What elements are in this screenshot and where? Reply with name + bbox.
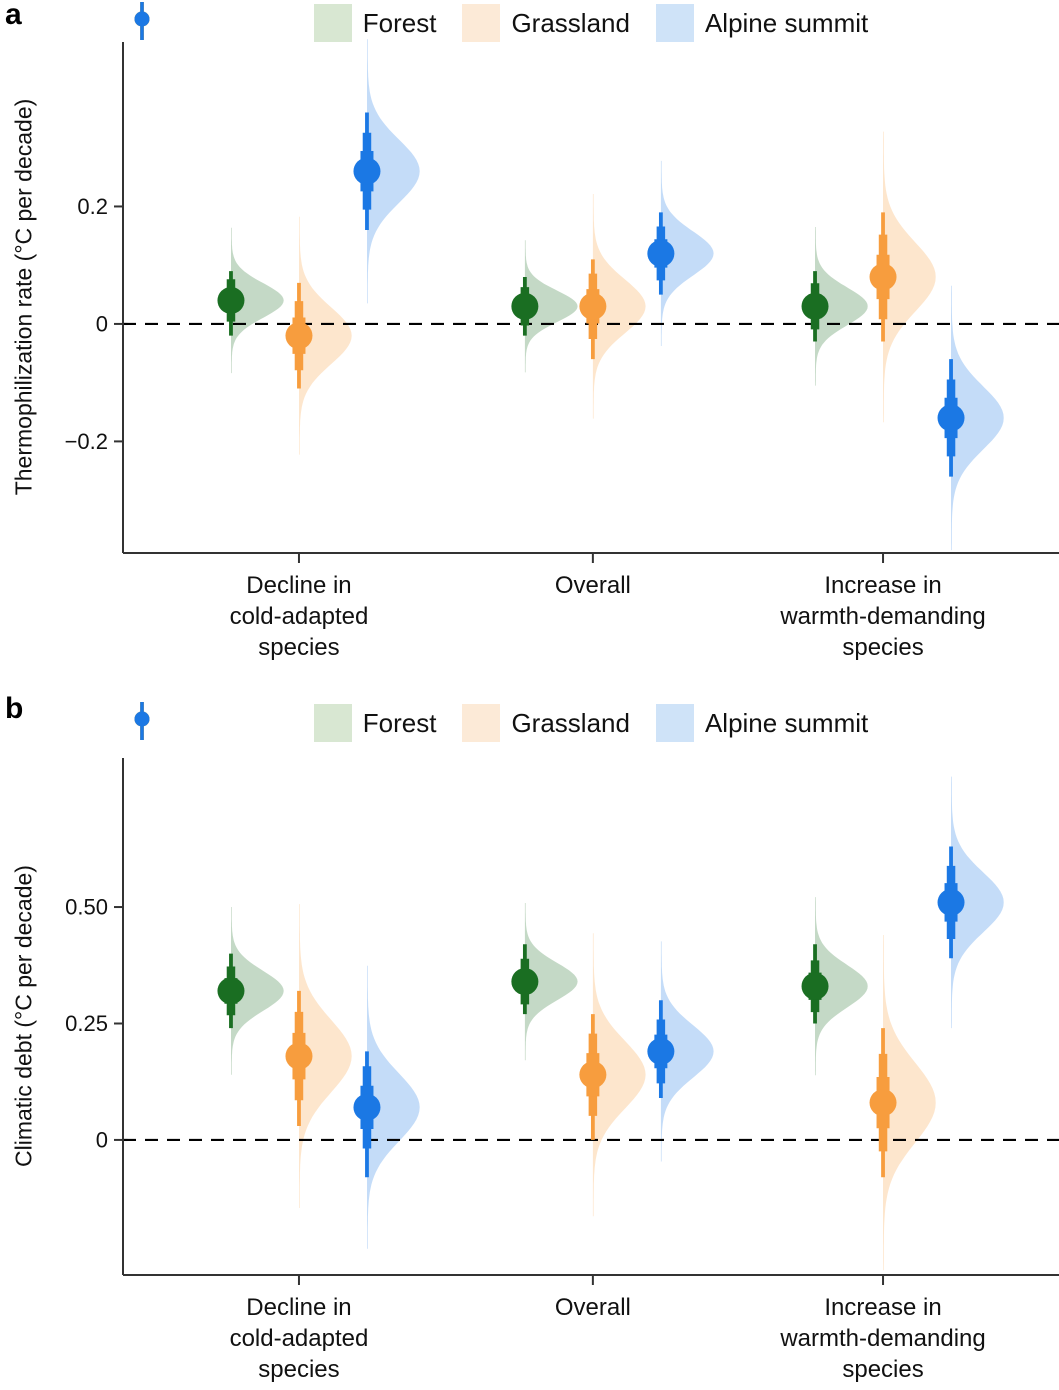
- legend-item-forest: Forest: [134, 2, 437, 42]
- y-tick-label: 0.50: [65, 895, 108, 920]
- violin-alpine-summit: [951, 285, 1004, 551]
- panel-b-letter: b: [5, 692, 24, 725]
- y-tick-label: 0: [96, 311, 108, 336]
- panel-b-y-axis-label: Climatic debt (°C per decade): [10, 865, 37, 1167]
- forest-median-dot: [511, 292, 539, 320]
- intervals: [217, 846, 965, 1178]
- panel-a-letter: a: [5, 0, 22, 31]
- legend-label-grassland: Grassland: [511, 7, 630, 38]
- alpine-summit-median-dot: [937, 404, 965, 432]
- violin-alpine-summit: [660, 160, 714, 346]
- violin-alpine-summit: [367, 965, 420, 1249]
- violin-grassland: [592, 933, 646, 1217]
- legend-label-forest: Forest: [362, 7, 437, 38]
- y-tick-label: 0.25: [65, 1011, 108, 1036]
- violin-grassland: [592, 194, 646, 419]
- violin-forest: [524, 903, 578, 1061]
- forest-legend-key-icon: [134, 2, 352, 42]
- grassland-legend-key-icon: [134, 2, 501, 42]
- y-tick-label: −0.2: [65, 429, 108, 454]
- y-tick-label: 0: [96, 1127, 108, 1152]
- grassland-median-dot: [285, 1042, 313, 1070]
- x-category-label: Decline in cold-adapted species: [230, 572, 369, 661]
- x-category-label: Overall: [555, 1294, 631, 1321]
- forest-legend-key-icon: [134, 702, 352, 742]
- violin-grassland: [299, 216, 352, 455]
- forest-median-dot: [801, 972, 829, 1000]
- grassland-median-dot: [869, 263, 897, 291]
- alpine-summit-legend-key-icon: [134, 702, 694, 742]
- violin-alpine-summit: [660, 941, 714, 1162]
- x-category-label: Increase in warmth-demanding species: [779, 1294, 985, 1383]
- violin-forest: [524, 240, 578, 373]
- violins: [231, 39, 1004, 551]
- grassland-median-dot: [579, 292, 607, 320]
- violin-grassland: [299, 904, 352, 1208]
- legend-label-grassland: Grassland: [511, 707, 630, 738]
- x-category-label: Decline in cold-adapted species: [230, 1294, 369, 1383]
- violins: [231, 776, 1004, 1271]
- alpine-summit-median-dot: [353, 157, 381, 185]
- violin-forest: [231, 907, 284, 1075]
- violin-grassland: [883, 935, 936, 1271]
- legend-item-alpine-summit: Alpine summit: [134, 702, 869, 742]
- alpine-summit-median-dot: [647, 239, 675, 267]
- alpine-summit-legend-key-icon: [134, 2, 694, 42]
- x-category-label: Overall: [555, 572, 631, 599]
- violin-forest: [231, 227, 284, 374]
- forest-median-dot: [217, 286, 245, 314]
- legend-label-alpine-summit: Alpine summit: [704, 7, 869, 38]
- y-tick-label: 0.2: [77, 194, 108, 219]
- legend-item-grassland: Grassland: [134, 702, 630, 742]
- alpine-summit-median-dot: [937, 888, 965, 916]
- violin-forest: [815, 227, 868, 386]
- grassland-median-dot: [579, 1061, 607, 1089]
- legend-item-forest: Forest: [134, 702, 437, 742]
- violin-alpine-summit: [951, 776, 1004, 1029]
- forest-median-dot: [511, 968, 539, 996]
- alpine-summit-median-dot: [353, 1093, 381, 1121]
- panel-b-legend: Forest Grassland Alpine summit: [123, 702, 1059, 744]
- forest-median-dot: [801, 292, 829, 320]
- violin-grassland: [883, 131, 936, 423]
- violin-alpine-summit: [367, 39, 420, 304]
- panel-a-legend: Forest Grassland Alpine summit: [123, 2, 1059, 44]
- intervals: [217, 112, 965, 477]
- panel-a-y-axis-label: Thermophilization rate (°C per decade): [10, 98, 37, 496]
- alpine-summit-median-dot: [647, 1037, 675, 1065]
- violin-forest: [815, 897, 868, 1076]
- grassland-median-dot: [869, 1089, 897, 1117]
- panel-a: 0.2 0 −0.2 Decline in cold-adapted species Ove…: [65, 39, 1059, 661]
- legend-label-alpine-summit: Alpine summit: [704, 707, 869, 738]
- legend-item-grassland: Grassland: [134, 2, 630, 42]
- legend-label-forest: Forest: [362, 707, 437, 738]
- grassland-median-dot: [285, 322, 313, 350]
- forest-median-dot: [217, 977, 245, 1005]
- x-category-label: Increase in warmth-demanding species: [779, 572, 985, 661]
- grassland-legend-key-icon: [134, 702, 501, 742]
- legend-item-alpine-summit: Alpine summit: [134, 2, 869, 42]
- panel-b: 0.50 0.25 0 Decline in cold-adapted species Ov…: [65, 758, 1059, 1383]
